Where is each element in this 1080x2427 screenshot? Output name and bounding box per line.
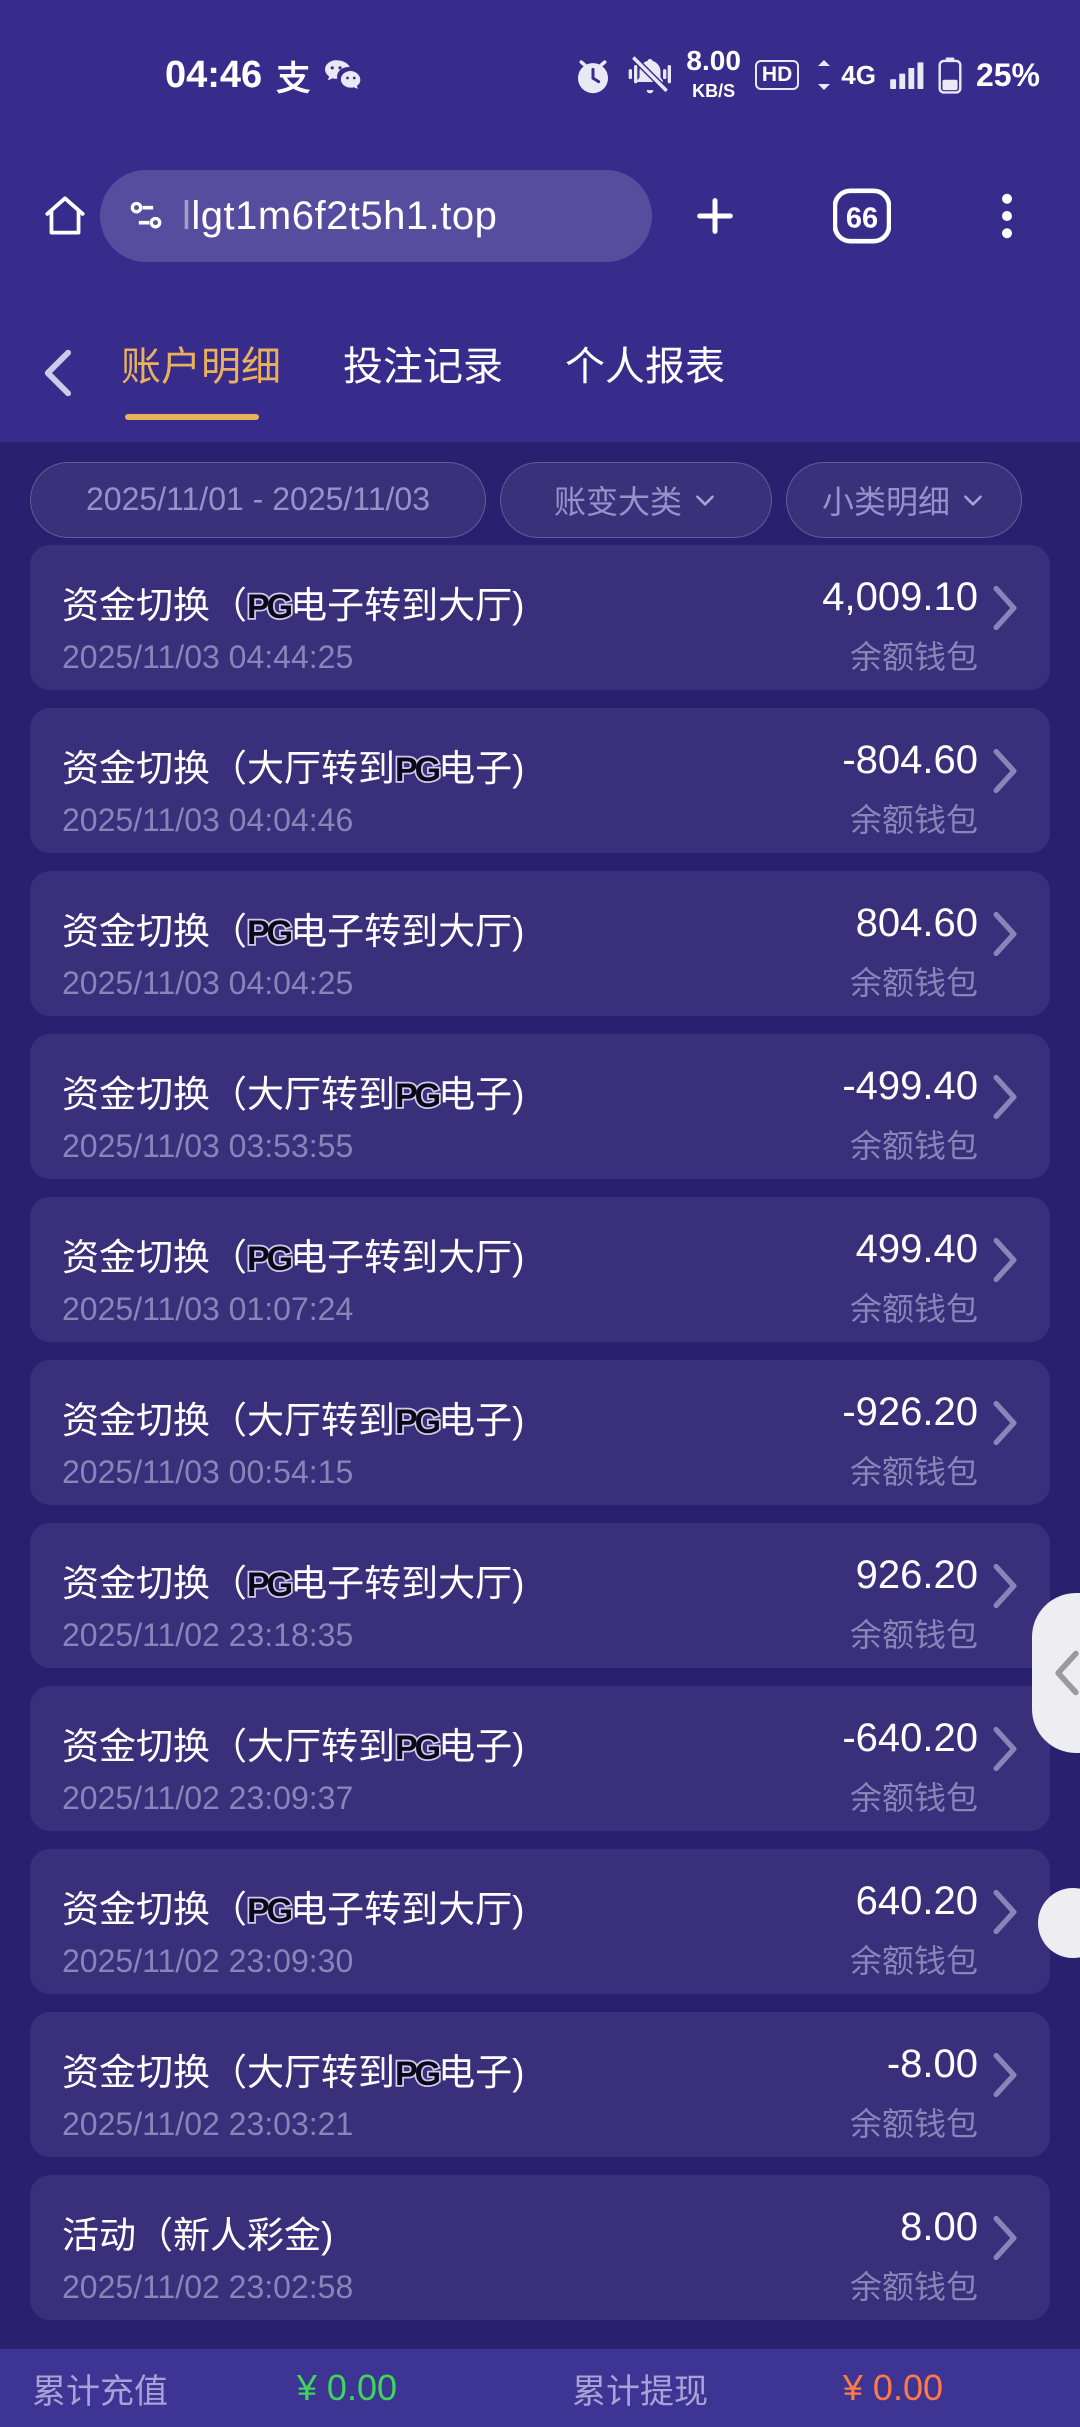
svg-text:66: 66 — [846, 203, 878, 235]
